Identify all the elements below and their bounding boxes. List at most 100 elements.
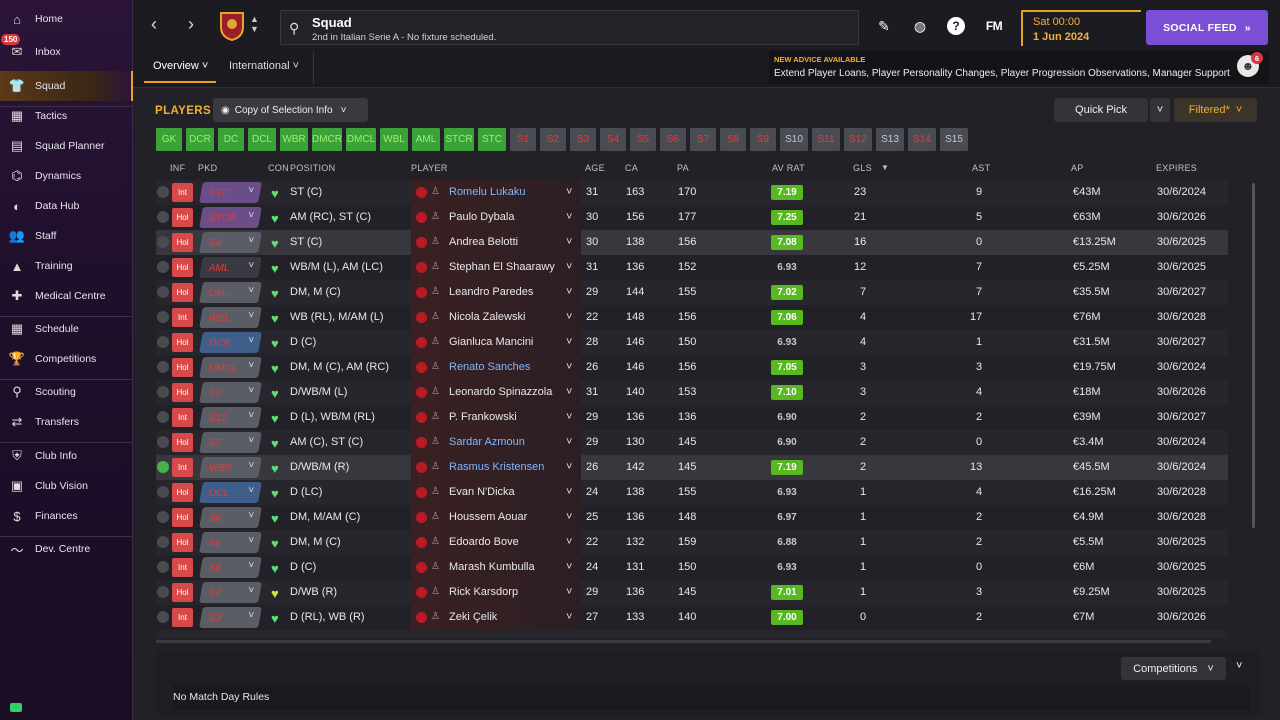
sidebar-item-training[interactable]: ▲ Training: [0, 251, 133, 281]
selection-info-badge[interactable]: Int: [172, 458, 193, 477]
position-chip-wbr[interactable]: WBR: [280, 128, 308, 151]
position-chip-dmcr[interactable]: DMCR: [312, 128, 342, 151]
table-row[interactable]: Hol DCR ˅ ♥ D (C) ♙ Gianluca Mancini ˅ 28 146 150 6…: [156, 330, 1228, 355]
selection-info-badge[interactable]: Int: [172, 608, 193, 627]
position-chip-s14[interactable]: S14: [908, 128, 936, 151]
back-arrow-icon[interactable]: ‹: [151, 14, 157, 34]
player-menu-chevron-icon[interactable]: ˅: [566, 286, 573, 298]
picked-position-dropdown[interactable]: DMCL ˅: [199, 357, 262, 378]
position-chip-s6[interactable]: S6: [660, 128, 686, 151]
sidebar-item-inbox[interactable]: ✉ Inbox 150: [0, 34, 133, 67]
selection-info-badge[interactable]: Int: [172, 308, 193, 327]
picked-position-dropdown[interactable]: DCR ˅: [199, 332, 262, 353]
player-menu-chevron-icon[interactable]: ˅: [566, 386, 573, 398]
selection-info-badge[interactable]: Hol: [172, 208, 193, 227]
player-name-link[interactable]: Sardar Azmoun: [449, 436, 525, 448]
table-row[interactable]: Hol S4 ˅ ♥ ST (C) ♙ Andrea Belotti ˅ 30 138 156 7.0…: [156, 230, 1228, 255]
fm-menu-button[interactable]: FM: [985, 19, 1003, 33]
table-row[interactable]: Int WBL ˅ ♥ WB (RL), M/AM (L) ♙ Nicola Zalewsk…: [156, 305, 1228, 330]
picked-position-dropdown[interactable]: S7 ˅: [199, 432, 262, 453]
position-chip-wbl[interactable]: WBL: [380, 128, 408, 151]
sidebar-item-dynamics[interactable]: ⌬ Dynamics: [0, 161, 133, 191]
table-row[interactable]: Int S8 ˅ ♥ D (C) ♙ Marash Kumbulla ˅ 24 131 150 6.9…: [156, 555, 1228, 580]
player-menu-chevron-icon[interactable]: ˅: [566, 461, 573, 473]
help-icon[interactable]: ?: [947, 17, 965, 35]
picked-position-dropdown[interactable]: STC ˅: [199, 182, 262, 203]
player-menu-chevron-icon[interactable]: ˅: [566, 361, 573, 373]
position-chip-s15[interactable]: S15: [940, 128, 968, 151]
selection-info-badge[interactable]: Hol: [172, 533, 193, 552]
position-chip-s3[interactable]: S3: [570, 128, 596, 151]
selection-info-badge[interactable]: Hol: [172, 333, 193, 352]
picked-position-dropdown[interactable]: WBL ˅: [199, 307, 262, 328]
position-chip-dcl[interactable]: DCL: [248, 128, 276, 151]
picked-position-dropdown[interactable]: S1 ˅: [199, 382, 262, 403]
picked-position-dropdown[interactable]: S5 ˅: [199, 532, 262, 553]
col-pkd[interactable]: PKD: [198, 163, 218, 173]
selection-info-badge[interactable]: Hol: [172, 483, 193, 502]
selection-info-badge[interactable]: Hol: [172, 433, 193, 452]
sidebar-item-transfers[interactable]: ⇄ Transfers: [0, 407, 133, 437]
player-name-link[interactable]: Leonardo Spinazzola: [449, 386, 553, 398]
sidebar-item-club-info[interactable]: ⛨ Club Info: [0, 441, 133, 471]
position-chip-s11[interactable]: S11: [812, 128, 840, 151]
sort-desc-icon[interactable]: ▼: [881, 163, 890, 172]
player-name-link[interactable]: Renato Sanches: [449, 361, 531, 373]
selection-info-badge[interactable]: Int: [172, 183, 193, 202]
edit-icon[interactable]: ✎: [878, 17, 890, 34]
col-inf[interactable]: INF: [170, 163, 186, 173]
player-name-link[interactable]: Paulo Dybala: [449, 211, 515, 223]
sidebar-item-squad[interactable]: 👕 Squad: [0, 71, 133, 101]
sidebar-item-data-hub[interactable]: ◐ Data Hub: [0, 191, 133, 221]
picked-position-dropdown[interactable]: STCR ˅: [199, 207, 262, 228]
position-chip-s1[interactable]: S1: [510, 128, 536, 151]
row-select-checkbox[interactable]: [157, 461, 169, 473]
picked-position-dropdown[interactable]: DM... ˅: [199, 282, 262, 303]
tab-overview[interactable]: Overview ˅: [153, 60, 208, 72]
player-menu-chevron-icon[interactable]: ˅: [566, 311, 573, 323]
row-select-checkbox[interactable]: [157, 261, 169, 273]
col-ca[interactable]: CA: [625, 163, 639, 173]
position-chip-s9[interactable]: S9: [750, 128, 776, 151]
position-chip-s5[interactable]: S5: [630, 128, 656, 151]
position-chip-dmcl[interactable]: DMCL: [346, 128, 376, 151]
player-name-link[interactable]: Rasmus Kristensen: [449, 461, 545, 473]
sidebar-item-competitions[interactable]: 🏆 Competitions: [0, 344, 133, 374]
advice-panel[interactable]: NEW ADVICE AVAILABLE Extend Player Loans…: [769, 51, 1269, 84]
picked-position-dropdown[interactable]: S12 ˅: [199, 407, 262, 428]
selection-info-badge[interactable]: Hol: [172, 583, 193, 602]
row-select-checkbox[interactable]: [157, 436, 169, 448]
picked-position-dropdown[interactable]: S2 ˅: [199, 582, 262, 603]
player-menu-chevron-icon[interactable]: ˅: [566, 236, 573, 248]
competitions-dropdown[interactable]: Competitions ˅: [1121, 657, 1226, 680]
sidebar-item-home[interactable]: ⌂ Home: [0, 4, 133, 34]
vertical-scrollbar[interactable]: [1252, 183, 1255, 528]
table-row[interactable]: Int WBR ˅ ♥ D/WB/M (R) ♙ Rasmus Kristensen ˅ 26 1…: [156, 455, 1228, 480]
player-menu-chevron-icon[interactable]: ˅: [566, 611, 573, 623]
row-select-checkbox[interactable]: [157, 561, 169, 573]
position-chip-stcr[interactable]: STCR: [444, 128, 474, 151]
row-select-checkbox[interactable]: [157, 311, 169, 323]
player-name-link[interactable]: Rick Karsdorp: [449, 586, 519, 598]
player-name-link[interactable]: Edoardo Bove: [449, 536, 519, 548]
row-select-checkbox[interactable]: [157, 286, 169, 298]
table-row[interactable]: Int S12 ˅ ♥ D (L), WB/M (RL) ♙ P. Frankowski ˅ 2…: [156, 405, 1228, 430]
position-chip-s13[interactable]: S13: [876, 128, 904, 151]
player-menu-chevron-icon[interactable]: ˅: [566, 411, 573, 423]
table-row[interactable]: Hol AML ˅ ♥ WB/M (L), AM (LC) ♙ Stephan El Sha…: [156, 255, 1228, 280]
table-row[interactable]: Hol STCR ˅ ♥ AM (RC), ST (C) ♙ Paulo Dybala ˅ 30…: [156, 205, 1228, 230]
position-chip-dc[interactable]: DC: [218, 128, 244, 151]
col-position[interactable]: POSITION: [290, 163, 336, 173]
selection-info-badge[interactable]: Hol: [172, 233, 193, 252]
col-gls[interactable]: GLS: [853, 163, 872, 173]
quick-pick-button[interactable]: Quick Pick: [1054, 98, 1148, 122]
player-menu-chevron-icon[interactable]: ˅: [566, 586, 573, 598]
player-name-link[interactable]: Leandro Paredes: [449, 286, 534, 298]
player-menu-chevron-icon[interactable]: ˅: [566, 561, 573, 573]
player-name-link[interactable]: Gianluca Mancini: [449, 336, 534, 348]
player-menu-chevron-icon[interactable]: ˅: [566, 186, 573, 198]
position-chip-dcr[interactable]: DCR: [186, 128, 214, 151]
quick-pick-dropdown[interactable]: ˅: [1150, 98, 1170, 122]
table-row[interactable]: Hol S2 ˅ ♥ D/WB (R) ♙ Rick Karsdorp ˅ 29 136 145 7.…: [156, 580, 1228, 605]
col-expires[interactable]: EXPIRES: [1156, 163, 1198, 173]
